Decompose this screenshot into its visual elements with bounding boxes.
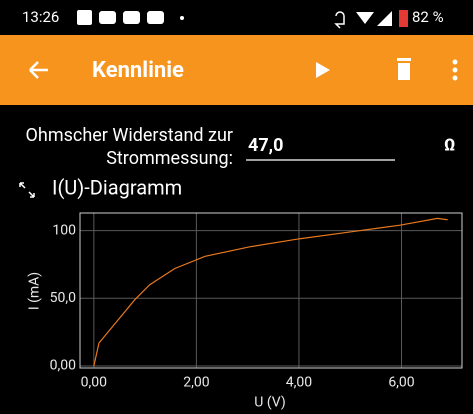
y-axis-label: I (mA) [27, 272, 43, 310]
x-axis-label: U (V) [254, 395, 285, 411]
y-tick-label: 50,0 [50, 290, 76, 306]
screen: 13:26 82 % Kennlinie Ohmscher Widerstand… [0, 0, 473, 414]
resistor-label: Ohmscher Widerstand zur [26, 125, 233, 146]
x-tick-label: 0,00 [81, 375, 107, 391]
x-tick-label: 6,00 [388, 375, 414, 391]
y-tick-label: 0,00 [50, 358, 76, 374]
page: {"status_bar": {"time": "13:26", "batter… [0, 0, 473, 414]
x-tick-label: 4,00 [286, 375, 312, 391]
resistor-input[interactable]: 47,0 [248, 135, 283, 156]
menu-button[interactable] [453, 60, 458, 81]
unit-label: Ω [444, 135, 455, 155]
y-tick-label: 100 [52, 222, 76, 238]
status-time: 13:26 [22, 8, 59, 26]
app-title: Kennlinie [92, 58, 184, 83]
x-tick-label: 2,00 [183, 375, 209, 391]
chart-title: I(U)-Diagramm [52, 175, 182, 199]
resistor-label: Strommessung: [106, 148, 233, 169]
battery-level: 82 % [412, 8, 444, 26]
